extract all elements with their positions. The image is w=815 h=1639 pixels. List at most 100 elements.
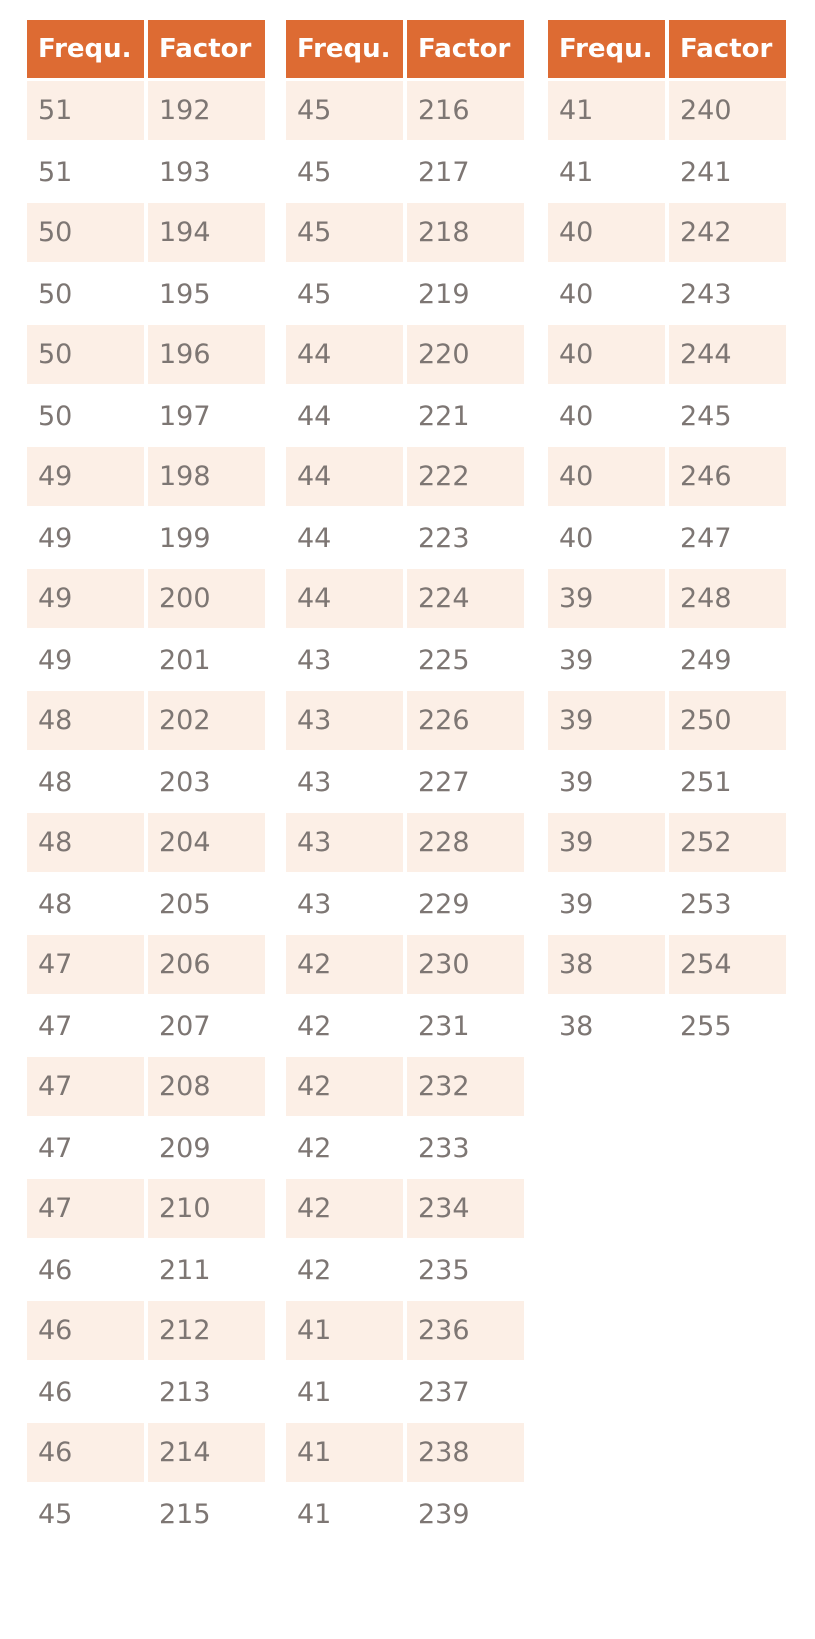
factor-cell: 197 (159, 401, 211, 432)
header-factor: Factor (148, 20, 265, 78)
table-row: 199 (148, 508, 265, 569)
table-row: 44 (286, 447, 403, 508)
frequency-cell: 41 (286, 1301, 403, 1360)
frequency-cell: 40 (548, 203, 665, 262)
frequency-cell: 39 (559, 767, 594, 798)
frequency-cell: 41 (548, 81, 665, 140)
table-row: 43 (286, 752, 403, 813)
frequency-cell: 47 (27, 935, 144, 994)
factor-cell: 201 (159, 645, 211, 676)
frequency-cell: 39 (548, 813, 665, 872)
frequency-cell: 43 (286, 691, 403, 750)
frequency-cell: 47 (38, 1011, 73, 1042)
frequency-cell: 38 (559, 1011, 594, 1042)
table-row: 45 (286, 81, 403, 142)
factor-cell: 254 (669, 935, 786, 994)
factor-cell: 245 (680, 401, 732, 432)
frequency-cell: 46 (38, 1255, 73, 1286)
table-row: 221 (407, 386, 524, 447)
frequency-cell: 48 (27, 691, 144, 750)
factor-cell: 224 (407, 569, 524, 628)
frequency-cell: 41 (297, 1377, 332, 1408)
frequency-cell: 41 (297, 1499, 332, 1530)
table-row: 212 (148, 1301, 265, 1362)
table-row: 202 (148, 691, 265, 752)
frequency-cell: 40 (559, 279, 594, 310)
table-row: 238 (407, 1423, 524, 1484)
table-row: 234 (407, 1179, 524, 1240)
table-row: 39 (548, 874, 665, 935)
factor-cell: 237 (418, 1377, 470, 1408)
frequency-cell: 44 (286, 325, 403, 384)
table-row: 41 (548, 81, 665, 142)
table-row: 44 (286, 386, 403, 447)
frequency-cell: 50 (27, 325, 144, 384)
frequency-cell: 43 (297, 767, 332, 798)
table-row: 213 (148, 1362, 265, 1423)
table-row: 195 (148, 264, 265, 325)
factor-cell: 195 (159, 279, 211, 310)
factor-cell: 239 (418, 1499, 470, 1530)
table-row: 250 (669, 691, 786, 752)
frequency-cell: 47 (38, 1133, 73, 1164)
frequency-cell: 39 (548, 569, 665, 628)
table-row: 231 (407, 996, 524, 1057)
table-row: 240 (669, 81, 786, 142)
table-row: 237 (407, 1362, 524, 1423)
factor-cell: 248 (669, 569, 786, 628)
table-row: 251 (669, 752, 786, 813)
table-row: 39 (548, 813, 665, 874)
table-row: 47 (27, 996, 144, 1057)
frequency-cell: 45 (286, 81, 403, 140)
table-row: 194 (148, 203, 265, 264)
table-row: 38 (548, 996, 665, 1057)
table-row: 204 (148, 813, 265, 874)
table-row: 42 (286, 1179, 403, 1240)
table-row: 49 (27, 569, 144, 630)
table-row: 233 (407, 1118, 524, 1179)
table-row: 42 (286, 935, 403, 996)
table-row: 48 (27, 874, 144, 935)
frequency-cell: 39 (559, 889, 594, 920)
table-row: 247 (669, 508, 786, 569)
table-row: 201 (148, 630, 265, 691)
table-row: 49 (27, 447, 144, 508)
table-row: 225 (407, 630, 524, 691)
table-row: 245 (669, 386, 786, 447)
factor-cell: 213 (159, 1377, 211, 1408)
factor-cell: 214 (148, 1423, 265, 1482)
factor-cell: 196 (148, 325, 265, 384)
frequency-factor-table-3: Frequ. Factor 41 240 41 241 40 242 40 243 40 244 4… (548, 20, 786, 1057)
factor-cell: 223 (418, 523, 470, 554)
factor-cell: 192 (148, 81, 265, 140)
table-row: 48 (27, 813, 144, 874)
frequency-cell: 43 (297, 645, 332, 676)
factor-cell: 211 (159, 1255, 211, 1286)
table-row: 249 (669, 630, 786, 691)
factor-cell: 233 (418, 1133, 470, 1164)
table-row: 219 (407, 264, 524, 325)
frequency-cell: 42 (297, 1133, 332, 1164)
frequency-cell: 39 (548, 691, 665, 750)
frequency-cell: 40 (548, 447, 665, 506)
table-row: 235 (407, 1240, 524, 1301)
table-row: 44 (286, 508, 403, 569)
factor-cell: 227 (418, 767, 470, 798)
table-row: 43 (286, 874, 403, 935)
table-row: 46 (27, 1362, 144, 1423)
table-row: 46 (27, 1301, 144, 1362)
frequency-cell: 49 (38, 645, 73, 676)
factor-cell: 212 (148, 1301, 265, 1360)
table-row: 40 (548, 447, 665, 508)
table-row: 253 (669, 874, 786, 935)
table-row: 44 (286, 569, 403, 630)
table-row: 244 (669, 325, 786, 386)
frequency-cell: 47 (27, 1179, 144, 1238)
frequency-cell: 41 (286, 1423, 403, 1482)
table-row: 196 (148, 325, 265, 386)
factor-cell: 194 (148, 203, 265, 262)
frequency-cell: 43 (297, 889, 332, 920)
table-row: 41 (548, 142, 665, 203)
frequency-cell: 49 (27, 447, 144, 506)
factor-cell: 236 (407, 1301, 524, 1360)
